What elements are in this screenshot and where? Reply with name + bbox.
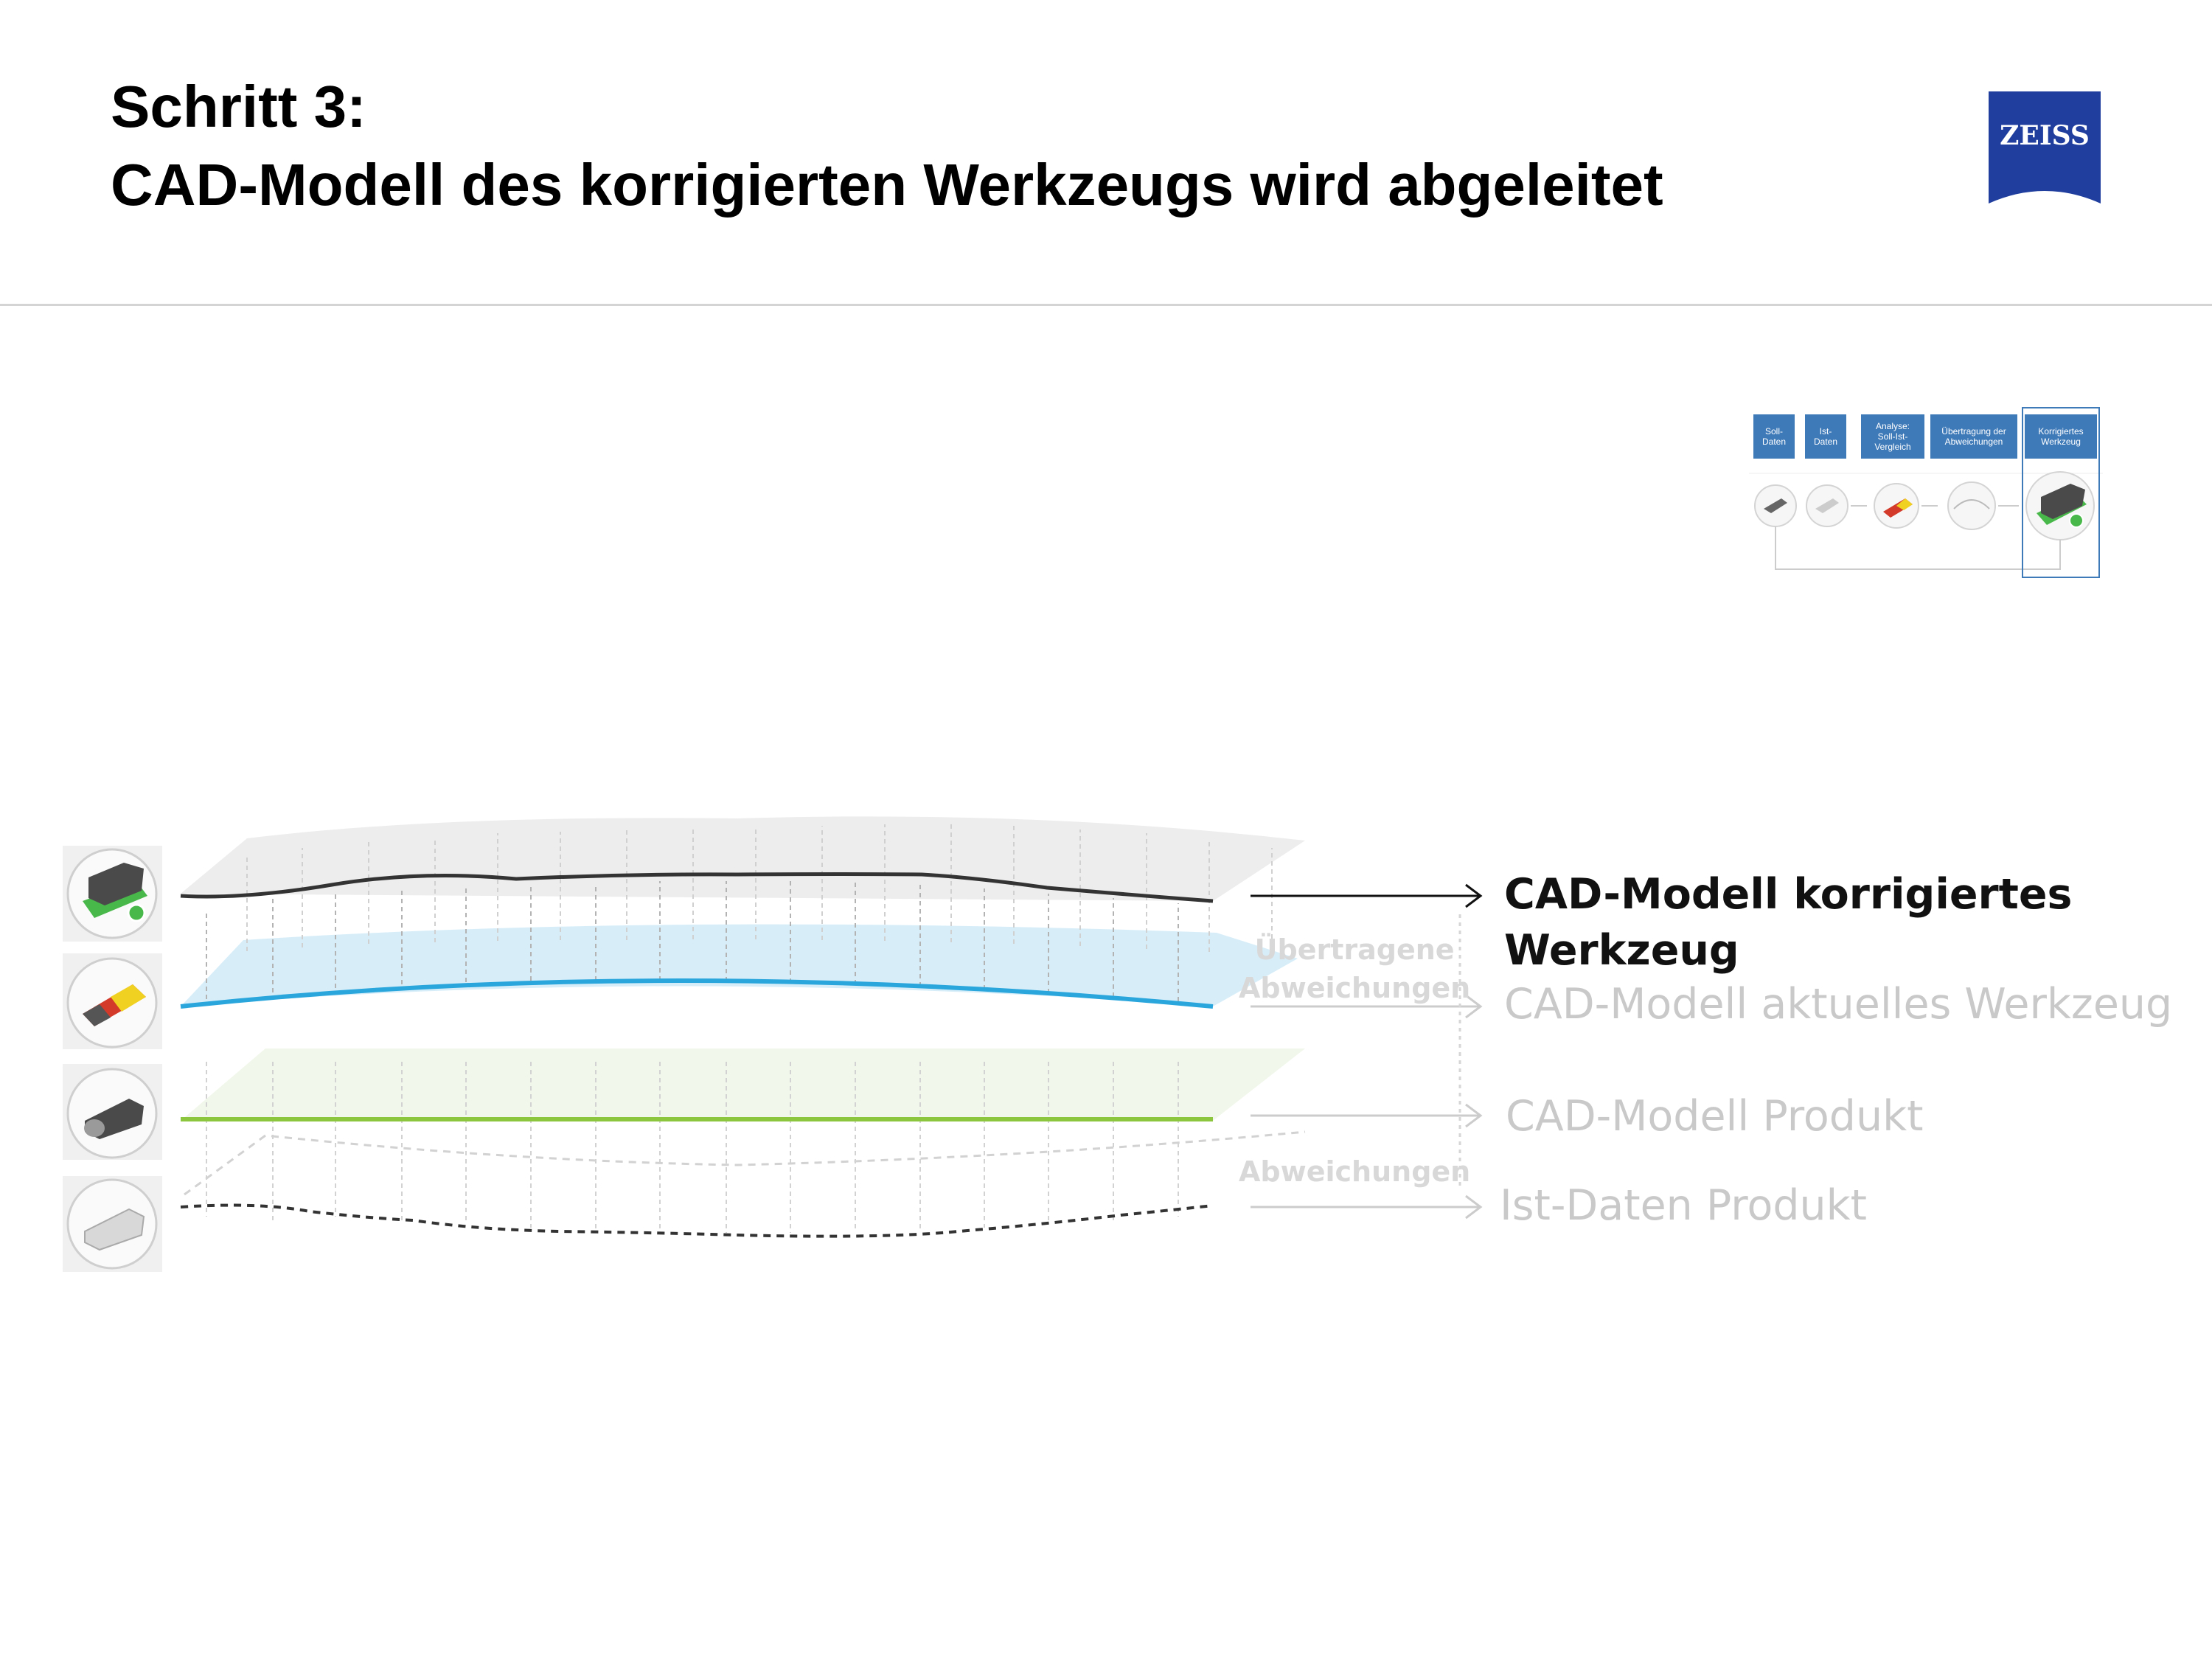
label-corrected-tool: CAD-Modell korrigiertes Werkzeug (1504, 866, 2072, 978)
actual-data-line (180, 1203, 1214, 1238)
deviation-arrows (206, 1062, 1179, 1233)
tool-model-icon (63, 1064, 162, 1160)
label-product: CAD-Modell Produkt (1506, 1092, 1924, 1141)
label-corrected-tool-line1: CAD-Modell korrigiertes (1504, 870, 2073, 919)
current-tool-line (180, 978, 1214, 1009)
step-analyse-line3: Vergleich (1874, 442, 1911, 452)
step-uebertragung-line1: Übertragung der (1941, 426, 2006, 437)
transfer-arrows (206, 880, 1179, 1001)
step-ist-daten: Ist- Daten (1805, 414, 1846, 459)
label-deviations: Abweichungen (1239, 1155, 1471, 1188)
step-ist-line1: Ist- (1819, 426, 1832, 437)
process-overview: Soll- Daten Ist- Daten Analyse: Soll-Ist- Ve… (1749, 404, 2103, 581)
title-line-1: Schritt 3: (111, 74, 366, 139)
title-line-2: CAD-Modell des korrigierten Werkzeugs wi… (111, 152, 1663, 218)
logo-text: ZEISS (2000, 120, 2090, 151)
corrected-tool-icon (63, 846, 162, 942)
label-current-tool: CAD-Modell aktuelles Werkzeug (1504, 980, 2173, 1029)
connector-current (1251, 994, 1483, 1019)
connector-product (1251, 1103, 1483, 1128)
current-step-highlight (2022, 407, 2100, 578)
connector-corrected (1251, 883, 1483, 908)
step-analyse-line2: Soll-Ist- (1877, 431, 1908, 442)
connector-actual (1251, 1194, 1483, 1220)
current-tool-plane (181, 924, 1298, 1006)
scan-data-icon (63, 1176, 162, 1272)
mini-transfer-icon (1947, 481, 1996, 530)
header-divider (0, 304, 2212, 306)
label-transferred-deviations: Übertragene Abweichungen (1239, 931, 1470, 1007)
label-corrected-tool-line2: Werkzeug (1504, 926, 1739, 975)
step-ist-line2: Daten (1813, 437, 1838, 447)
zeiss-logo-icon: ZEISS (1989, 91, 2101, 204)
deviation-analysis-icon (63, 953, 162, 1049)
product-back-edge (184, 1130, 1306, 1196)
step-soll-daten: Soll- Daten (1753, 414, 1795, 459)
step-korrigiert-line1: Korrigiertes (2038, 426, 2084, 437)
step-uebertragung-line2: Abweichungen (1944, 437, 2003, 447)
step-korrigiert-line2: Werkzeug (2041, 437, 2081, 447)
mini-feedback-loop (1775, 526, 2061, 570)
step-uebertragung: Übertragung der Abweichungen (1930, 414, 2017, 459)
back-arrows (246, 824, 1273, 955)
page-title: Schritt 3: CAD-Modell des korrigierten W… (111, 68, 1663, 224)
step-analyse: Analyse: Soll-Ist- Vergleich (1861, 414, 1924, 459)
corrected-tool-plane (181, 816, 1305, 901)
process-overview-icons (1749, 471, 2103, 570)
label-actual-data: Ist-Daten Produkt (1500, 1181, 1867, 1230)
step-soll-line1: Soll- (1764, 426, 1783, 437)
label-transferred-line2: Abweichungen (1239, 972, 1471, 1004)
step-korrigiertes-werkzeug: Korrigiertes Werkzeug (2025, 414, 2097, 459)
product-plane (181, 1048, 1305, 1121)
step-soll-line2: Daten (1761, 437, 1787, 447)
step-analyse-line1: Analyse: (1875, 421, 1910, 431)
label-transferred-line1: Übertragene (1254, 933, 1455, 966)
corrected-tool-line (180, 872, 1214, 903)
